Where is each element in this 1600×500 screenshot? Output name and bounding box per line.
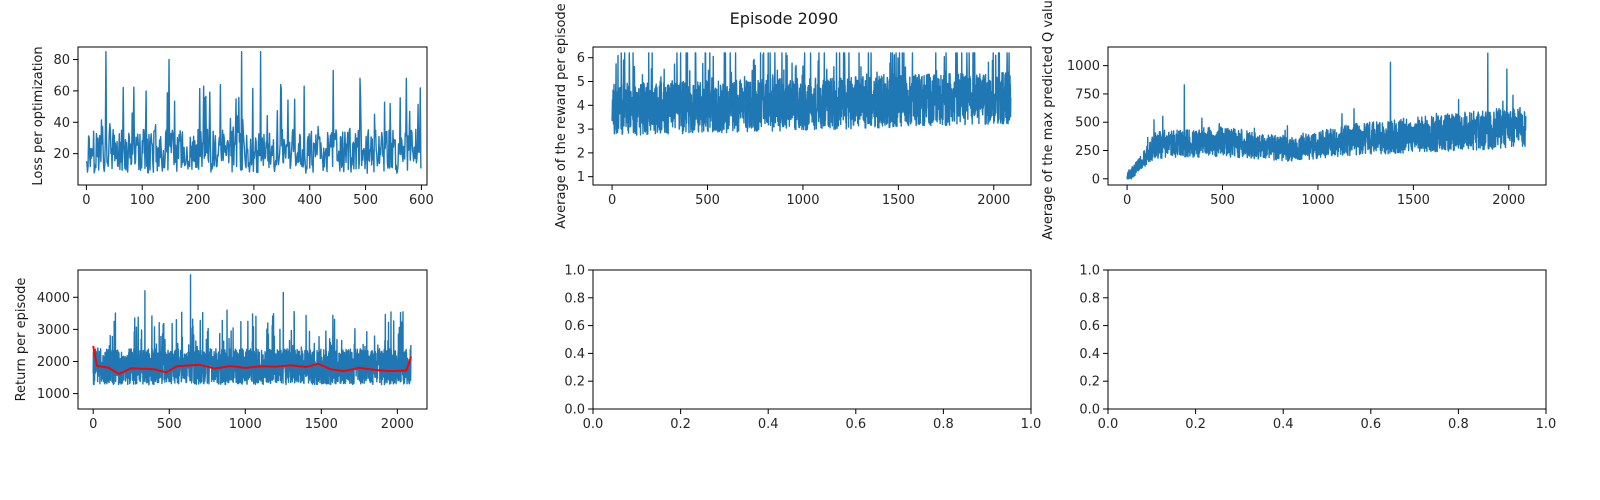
axes-frame — [77, 269, 428, 410]
axes-frame — [1107, 46, 1547, 186]
y-tick-label: 1000 — [1067, 59, 1100, 74]
x-tick-label: 0.8 — [1448, 417, 1469, 432]
y-tick-label: 0.2 — [564, 375, 585, 390]
moving-average-line — [92, 345, 412, 376]
x-tick-label: 0.6 — [1360, 417, 1381, 432]
y-tick-label: 40 — [53, 116, 70, 131]
y-axis-label: Average of the max predicted Q value — [1041, 0, 1056, 240]
axes-frame — [592, 46, 1032, 186]
y-tick-label: 500 — [1075, 116, 1100, 131]
series-line — [1126, 52, 1527, 180]
x-tick-label: 2000 — [1492, 193, 1525, 208]
y-tick-label: 0.0 — [1079, 403, 1100, 418]
x-tick-label: 1.0 — [1536, 417, 1557, 432]
x-tick-label: 0.4 — [1273, 417, 1294, 432]
y-tick-label: 3 — [577, 123, 585, 138]
y-axis-label: Return per episode — [14, 278, 29, 402]
x-tick-label: 0.8 — [933, 417, 954, 432]
x-tick-label: 1.0 — [1021, 417, 1042, 432]
figure-title: Episode 2090 — [730, 9, 839, 28]
y-tick-label: 60 — [53, 84, 70, 99]
y-tick-label: 1 — [577, 170, 585, 185]
subplot-bottom-right: 0.0 0.2 0.4 0.6 0.8 1.0 0.0 0.2 0.4 0.6 0.8 1.0 — [1079, 264, 1556, 433]
y-tick-label: 0.8 — [564, 291, 585, 306]
y-tick-label: 4 — [577, 99, 585, 114]
x-tick-label: 0.0 — [583, 417, 604, 432]
axes-frame — [77, 46, 428, 186]
y-tick-label: 4000 — [37, 291, 70, 306]
y-tick-label: 3000 — [37, 323, 70, 338]
y-tick-label: 0.8 — [1079, 291, 1100, 306]
x-tick-label: 600 — [409, 193, 434, 208]
x-tick-label: 0.2 — [1185, 417, 1206, 432]
x-tick-label: 2000 — [381, 417, 414, 432]
axes-frame — [1107, 269, 1547, 410]
x-tick-label: 1500 — [882, 193, 915, 208]
x-tick-label: 500 — [1210, 193, 1235, 208]
y-tick-label: 0.0 — [564, 403, 585, 418]
x-tick-label: 0 — [608, 193, 616, 208]
subplot-top-right: 0 500 1000 1500 2000 0 250 500 750 1000 Average of… — [1041, 0, 1547, 240]
y-tick-label: 0.6 — [564, 319, 585, 334]
x-tick-label: 400 — [297, 193, 322, 208]
x-tick-label: 0 — [1123, 193, 1131, 208]
y-tick-label: 2000 — [37, 355, 70, 370]
x-tick-label: 1500 — [1397, 193, 1430, 208]
subplot-top-middle: 0 500 1000 1500 2000 1 2 3 4 5 6 Average of the rew… — [554, 3, 1032, 229]
y-tick-label: 0.6 — [1079, 319, 1100, 334]
x-tick-label: 500 — [157, 417, 182, 432]
x-tick-label: 500 — [695, 193, 720, 208]
y-tick-label: 0.4 — [564, 347, 585, 362]
x-tick-label: 0.4 — [758, 417, 779, 432]
y-axis-label: Average of the reward per episode — [554, 3, 569, 228]
y-tick-label: 5 — [577, 75, 585, 90]
x-tick-label: 0.6 — [845, 417, 866, 432]
subplot-bottom-left: 0 500 1000 1500 2000 1000 2000 3000 4000 Return p… — [14, 269, 428, 432]
x-tick-label: 0.0 — [1098, 417, 1119, 432]
y-tick-label: 0.4 — [1079, 347, 1100, 362]
x-tick-label: 100 — [130, 193, 155, 208]
y-tick-label: 1000 — [37, 387, 70, 402]
y-tick-label: 250 — [1075, 144, 1100, 159]
x-tick-label: 0 — [82, 193, 90, 208]
y-tick-label: 750 — [1075, 87, 1100, 102]
y-tick-label: 20 — [53, 147, 70, 162]
y-tick-label: 80 — [53, 53, 70, 68]
subplot-top-left: 0 100 200 300 400 500 600 20 40 60 80 Loss per opti… — [31, 46, 434, 208]
series-line — [85, 51, 422, 174]
y-tick-label: 0.2 — [1079, 375, 1100, 390]
x-tick-label: 2000 — [977, 193, 1010, 208]
x-tick-label: 0.2 — [670, 417, 691, 432]
x-tick-label: 1000 — [229, 417, 262, 432]
y-axis-label: Loss per optimization — [31, 46, 46, 185]
x-tick-label: 0 — [89, 417, 97, 432]
x-tick-label: 1000 — [1301, 193, 1334, 208]
axes-frame — [592, 269, 1032, 410]
series-line — [611, 52, 1012, 136]
y-tick-label: 6 — [577, 51, 585, 66]
series-line — [92, 274, 412, 386]
y-tick-label: 0 — [1092, 172, 1100, 187]
y-tick-label: 1.0 — [1079, 264, 1100, 279]
x-tick-label: 500 — [353, 193, 378, 208]
y-tick-label: 1.0 — [564, 264, 585, 279]
x-tick-label: 200 — [186, 193, 211, 208]
x-tick-label: 300 — [241, 193, 266, 208]
y-tick-label: 2 — [577, 146, 585, 161]
x-tick-label: 1500 — [305, 417, 338, 432]
subplot-bottom-middle: 0.0 0.2 0.4 0.6 0.8 1.0 0.0 0.2 0.4 0.6 0.8 1.0 — [564, 264, 1041, 433]
x-tick-label: 1000 — [786, 193, 819, 208]
